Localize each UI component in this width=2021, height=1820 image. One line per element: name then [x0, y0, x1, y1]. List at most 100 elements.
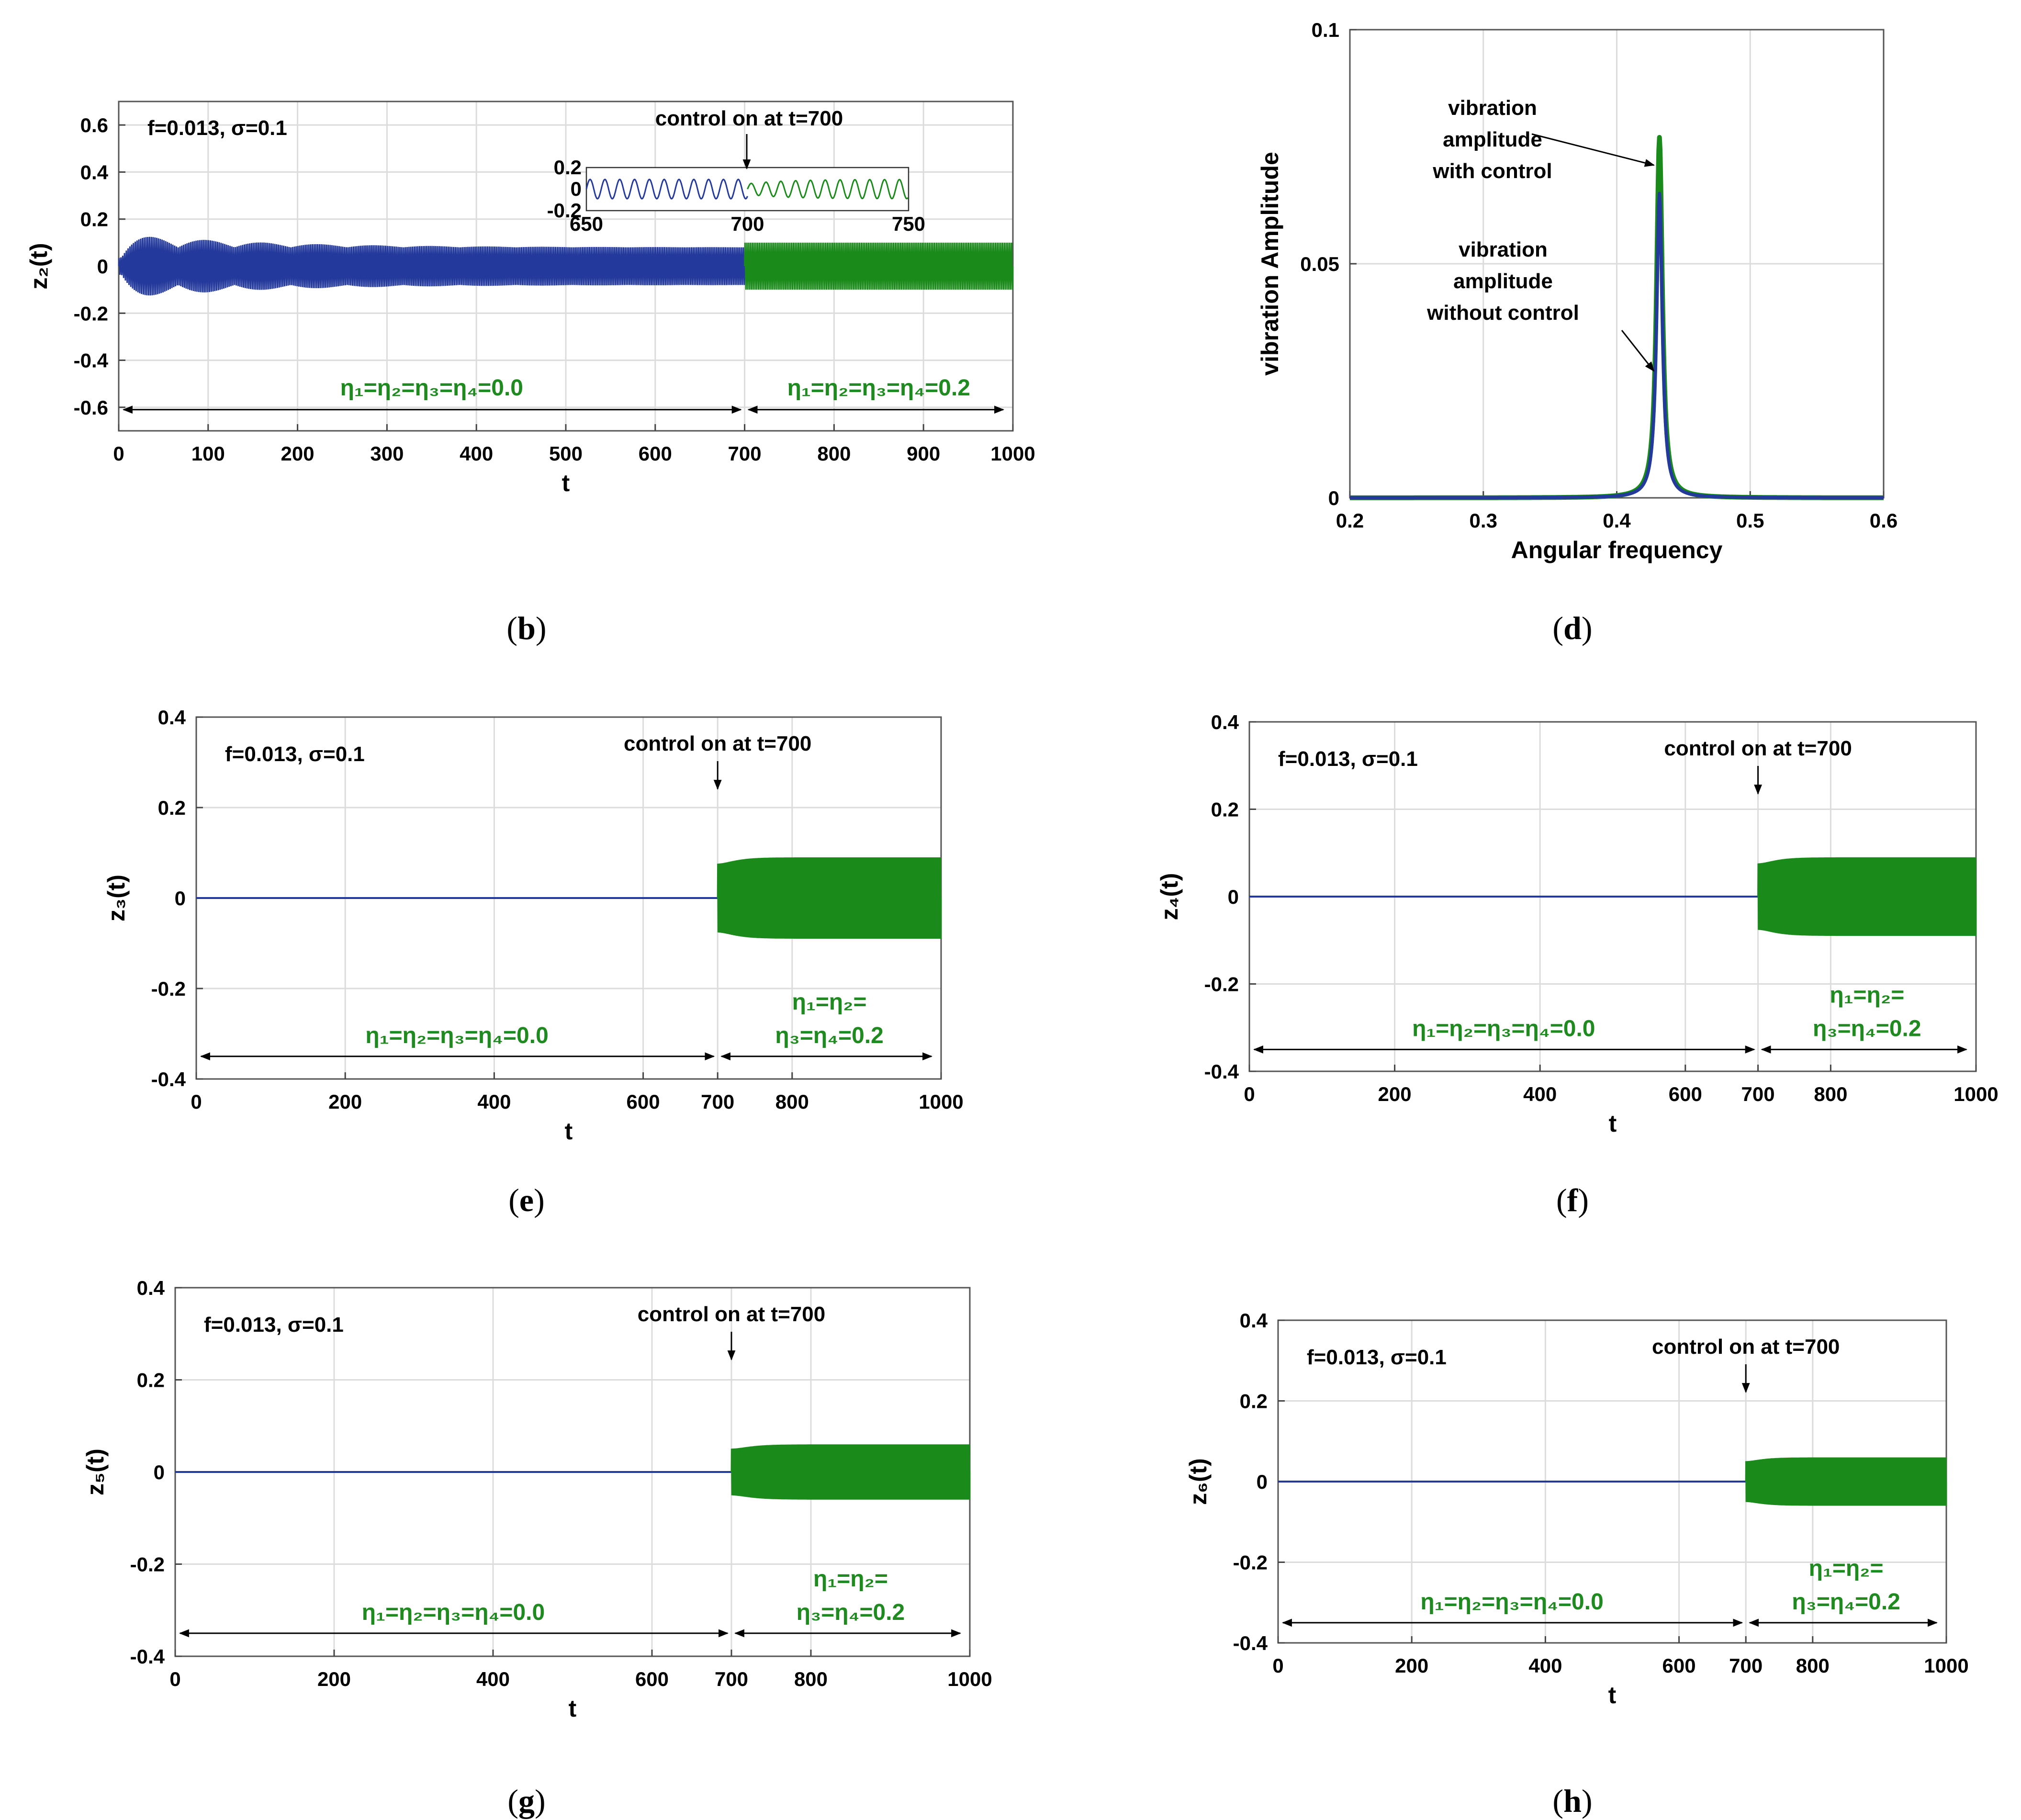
inset-y-tick-label: 0.2 [554, 156, 582, 179]
panel-caption: (f) [1556, 1182, 1589, 1218]
x-tick-label: 400 [477, 1090, 511, 1113]
x-axis-label: Angular frequency [1511, 537, 1723, 563]
x-tick-label: 1000 [947, 1668, 992, 1690]
y-tick-label: 0.6 [80, 114, 108, 136]
panel-caption: (e) [508, 1182, 545, 1218]
panel-caption: (b) [506, 610, 546, 646]
x-tick-label: 0 [169, 1668, 180, 1690]
inset-y-tick-label: 0 [571, 178, 582, 200]
y-tick-label: 0.1 [1312, 19, 1339, 41]
control-annotation: control on at t=700 [1664, 737, 1852, 760]
params-label: f=0.013, σ=0.1 [225, 742, 365, 766]
series-with-control [744, 242, 1014, 290]
y-tick-label: -0.4 [1204, 1060, 1239, 1083]
x-tick-label: 1000 [990, 442, 1035, 465]
annotation-without-control-2: amplitude [1453, 270, 1553, 293]
series-with-control [717, 857, 942, 939]
panel-f: 0 200 400 600 700 800 1000 -0.4 -0.2 0 0.2 0.4 t z₄(t… [1156, 711, 1999, 1137]
y-tick-label: 0 [175, 887, 186, 910]
eta-before-label: η₁=η₂=η₃=η₄=0.0 [1420, 1589, 1603, 1615]
y-axis-label: z₆(t) [1185, 1458, 1212, 1505]
annotation-with-control-2: amplitude [1443, 128, 1542, 151]
x-tick-label: 700 [715, 1668, 748, 1690]
series-without-control [1348, 191, 1885, 500]
x-tick-label: 500 [549, 442, 583, 465]
x-tick-label: 0 [191, 1090, 202, 1113]
x-tick-label: 200 [317, 1668, 351, 1690]
panel-caption: (h) [1552, 1783, 1592, 1819]
x-tick-label: 800 [817, 442, 851, 465]
eta-after-label-2: η₃=η₄=0.2 [775, 1023, 884, 1048]
params-label: f=0.013, σ=0.1 [147, 116, 287, 140]
control-annotation: control on at t=700 [1652, 1335, 1840, 1359]
x-tick-label: 0 [113, 442, 124, 465]
inset: 650 700 750 -0.200.2 [547, 156, 925, 235]
y-tick-label: -0.6 [74, 396, 108, 419]
x-tick-label: 800 [794, 1668, 828, 1690]
y-tick-label: 0 [1228, 886, 1239, 908]
x-tick-label: 600 [639, 442, 672, 465]
eta-after-label-1: η₁=η₂= [1809, 1556, 1884, 1581]
params-label: f=0.013, σ=0.1 [204, 1313, 344, 1337]
inset-x-tick-label: 750 [892, 213, 925, 235]
series-with-control [730, 1444, 971, 1500]
x-tick-label: 200 [1395, 1654, 1428, 1677]
x-tick-label: 100 [191, 442, 225, 465]
y-axis-label: z₂(t) [25, 243, 52, 289]
eta-after-label-2: η₃=η₄=0.2 [797, 1600, 905, 1625]
x-tick-label: 400 [460, 442, 493, 465]
eta-after-label-1: η₁=η₂= [792, 989, 867, 1015]
panel-h: 0 200 400 600 700 800 1000 -0.4 -0.2 0 0.2 0.4 t z₆(t… [1185, 1309, 1969, 1708]
series-without-control [118, 236, 746, 296]
y-tick-label: -0.4 [74, 349, 109, 372]
y-tick-label: 0.2 [1211, 798, 1239, 821]
series-with-control [1745, 1457, 1947, 1506]
y-tick-label: 0.05 [1300, 253, 1339, 275]
panel-g: 0 200 400 600 700 800 1000 -0.4 -0.2 0 0.2 0.4 t z₅(t… [82, 1277, 992, 1722]
annotation-with-control-1: vibration [1448, 96, 1537, 120]
x-tick-label: 0.2 [1336, 509, 1364, 532]
annotation-without-control-3: without control [1426, 301, 1579, 325]
y-tick-label: 0 [1328, 487, 1339, 509]
control-annotation: control on at t=700 [655, 107, 843, 130]
eta-after-label: η₁=η₂=η₃=η₄=0.2 [787, 375, 970, 401]
x-tick-label: 0.4 [1603, 509, 1631, 532]
params-label: f=0.013, σ=0.1 [1307, 1346, 1447, 1369]
x-tick-label: 700 [1741, 1083, 1775, 1105]
x-axis-label: t [565, 1118, 573, 1145]
x-tick-label: 200 [328, 1090, 362, 1113]
y-tick-label: -0.4 [130, 1645, 165, 1668]
y-tick-label: 0.2 [80, 208, 108, 231]
panel-caption: (g) [507, 1783, 545, 1819]
x-tick-label: 0.5 [1736, 509, 1764, 532]
x-tick-label: 700 [1729, 1654, 1763, 1677]
x-tick-label: 600 [635, 1668, 669, 1690]
x-axis-label: t [1608, 1682, 1617, 1708]
x-tick-label: 800 [775, 1090, 809, 1113]
x-tick-label: 800 [1796, 1654, 1830, 1677]
x-tick-label: 700 [701, 1090, 734, 1113]
y-tick-label: 0 [97, 255, 108, 278]
x-tick-label: 300 [370, 442, 404, 465]
x-tick-label: 400 [476, 1668, 510, 1690]
eta-before-label: η₁=η₂=η₃=η₄=0.0 [362, 1600, 545, 1625]
y-tick-label: 0 [1257, 1471, 1268, 1493]
y-axis-label: z₃(t) [103, 875, 130, 921]
panel-b: 0 100 200 300 400 500 600 700 800 900 1000 -0.6 -0.4… [25, 101, 1035, 496]
x-tick-label: 700 [728, 442, 762, 465]
eta-before-label: η₁=η₂=η₃=η₄=0.0 [365, 1023, 548, 1048]
y-tick-label: 0 [154, 1461, 165, 1483]
annotation-arrow-with-control [1531, 133, 1655, 167]
x-tick-label: 0.6 [1870, 509, 1897, 532]
y-tick-label: -0.2 [151, 977, 186, 1000]
y-tick-label: 0.2 [1240, 1390, 1268, 1413]
x-tick-label: 0 [1244, 1083, 1255, 1105]
panel-d: 0.2 0.3 0.4 0.5 0.6 0 0.05 0.1 Angular frequency… [1257, 19, 1897, 563]
x-tick-label: 0 [1272, 1654, 1283, 1677]
y-tick-label: 0.4 [1211, 711, 1239, 733]
x-axis-label: t [562, 470, 570, 496]
x-axis-label: t [1609, 1110, 1617, 1137]
eta-before-label: η₁=η₂=η₃=η₄=0.0 [1412, 1016, 1595, 1041]
x-tick-label: 600 [627, 1090, 660, 1113]
x-tick-label: 800 [1814, 1083, 1847, 1105]
